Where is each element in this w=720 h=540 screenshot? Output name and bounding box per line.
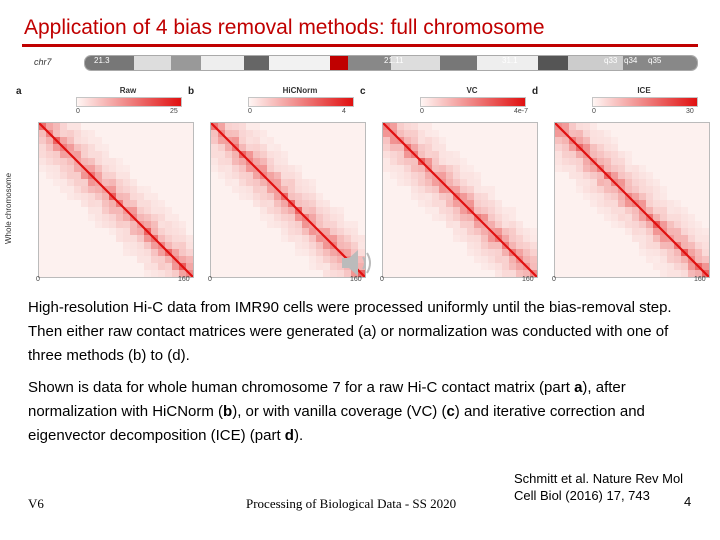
colorbar-min: 0 bbox=[420, 108, 424, 115]
band-label: 21.11 bbox=[384, 56, 404, 65]
y-axis-label: Whole chromosome bbox=[4, 172, 13, 244]
colorbar-min: 0 bbox=[248, 108, 252, 115]
page-number: 4 bbox=[684, 494, 692, 509]
band-label: 31.1 bbox=[502, 56, 518, 65]
colorbar-max: 4 bbox=[342, 108, 346, 115]
bold-d: d bbox=[284, 427, 294, 444]
axis-min: 0 bbox=[380, 276, 384, 283]
axis-min: 0 bbox=[36, 276, 40, 283]
heatmap-panel-b: b HiCNorm 0 4 0 160 bbox=[188, 86, 372, 290]
axis-max: 160 bbox=[178, 276, 190, 283]
colorbar-title: HiCNorm bbox=[282, 86, 318, 95]
colorbar bbox=[420, 97, 526, 107]
speaker-icon[interactable] bbox=[338, 246, 378, 280]
panel-letter: d bbox=[532, 86, 539, 97]
colorbar-min: 0 bbox=[592, 108, 596, 115]
contact-matrix bbox=[382, 122, 538, 278]
description-paragraph: High-resolution Hi‑C data from IMR90 cel… bbox=[28, 299, 672, 364]
bold-c: c bbox=[446, 403, 455, 420]
chromosome-label: chr7 bbox=[34, 57, 52, 67]
colorbar bbox=[592, 97, 698, 107]
panel-letter: c bbox=[360, 86, 366, 97]
colorbar bbox=[248, 97, 354, 107]
band-bar bbox=[84, 55, 698, 71]
heatmap-panel-c: c VC 0 4e-7 0 160 bbox=[360, 86, 544, 290]
slide-title: Application of 4 bias removal methods: f… bbox=[24, 16, 545, 39]
panel-letter: a bbox=[16, 86, 22, 97]
bold-a: a bbox=[574, 379, 583, 396]
bold-b: b bbox=[223, 403, 233, 420]
contact-matrix bbox=[210, 122, 366, 278]
axis-max: 160 bbox=[350, 276, 362, 283]
contact-matrix bbox=[38, 122, 194, 278]
colorbar-max: 25 bbox=[170, 108, 178, 115]
axis-max: 160 bbox=[694, 276, 706, 283]
panel-letter: b bbox=[188, 86, 195, 97]
heatmap-panel-a: a Raw 0 25 0 160 bbox=[16, 86, 200, 290]
colorbar-max: 4e-7 bbox=[514, 108, 529, 115]
footer-section: V6 bbox=[28, 496, 44, 511]
colorbar bbox=[76, 97, 182, 107]
axis-max: 160 bbox=[522, 276, 534, 283]
footer-citation: Schmitt et al. Nature Rev Mol Cell Biol (… bbox=[514, 471, 684, 503]
band-label: q35 bbox=[648, 56, 662, 65]
title-underline bbox=[22, 44, 698, 47]
colorbar-title: ICE bbox=[637, 86, 651, 95]
colorbar-title: Raw bbox=[119, 86, 137, 95]
colorbar-title: VC bbox=[466, 86, 478, 95]
band-label: q34 bbox=[624, 56, 638, 65]
axis-min: 0 bbox=[552, 276, 556, 283]
chromosome-ideogram: chr7 21.3 21.11 31.1 q33 q34 q35 bbox=[24, 52, 698, 76]
axis-min: 0 bbox=[208, 276, 212, 283]
footer-course: Processing of Biological Data - SS 2020 bbox=[246, 496, 457, 511]
detail-paragraph: Shown is data for whole human chromosome… bbox=[28, 379, 645, 444]
band-label: 21.3 bbox=[94, 56, 110, 65]
band-label: q33 bbox=[604, 56, 618, 65]
contact-matrix bbox=[554, 122, 710, 278]
colorbar-min: 0 bbox=[76, 108, 80, 115]
heatmap-panel-d: d ICE 0 30 0 160 bbox=[532, 86, 716, 290]
colorbar-max: 30 bbox=[686, 108, 694, 115]
